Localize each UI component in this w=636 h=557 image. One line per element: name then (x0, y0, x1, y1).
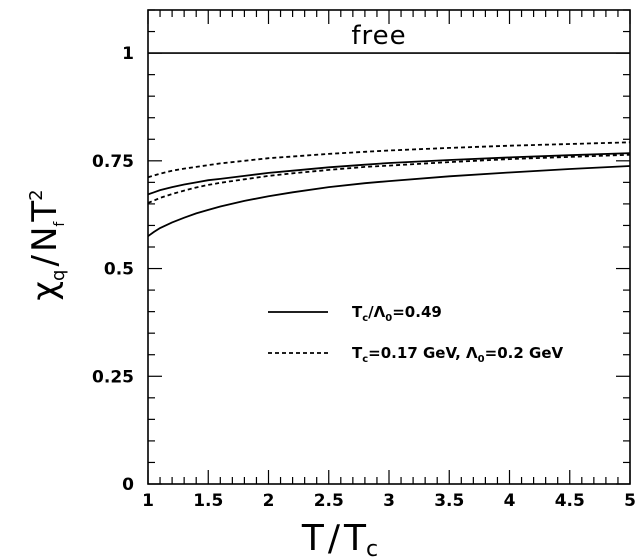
series-group (147, 141, 631, 237)
x-title-t: T (301, 518, 325, 557)
legend-solid-mid-sub: 0 (385, 313, 392, 324)
y-title-chi-sub: q (48, 270, 69, 281)
x-axis-title: T / Tc (301, 518, 378, 557)
y-tick-label: 0.25 (92, 367, 134, 387)
y-title-t-sup: 2 (26, 189, 47, 200)
x-tick-label: 2 (263, 491, 275, 511)
series-line-1-solid (147, 152, 631, 196)
y-tick-label: 0.5 (104, 260, 134, 280)
x-tick-label: 4.5 (555, 491, 585, 511)
legend-solid-rest: =0.49 (392, 303, 442, 321)
plot-frame (147, 9, 631, 485)
legend-entry-dashed: Tc=0.17 GeV, Λ0=0.2 GeV (352, 344, 563, 365)
legend-dashed-t-sub: c (362, 354, 368, 365)
svg-text:χq/NfT2: χq / NfT2 (25, 189, 69, 300)
x-title-tc: T (343, 518, 367, 557)
y-axis-title: χq / NfT2 (25, 189, 69, 300)
legend: Tc/Λ0=0.49 Tc=0.17 GeV, Λ0=0.2 GeV (268, 303, 563, 365)
svg-text:T/Tc: T / Tc (301, 518, 378, 557)
x-tick-label: 4 (504, 491, 516, 511)
y-title-chi: χ (25, 281, 65, 301)
y-title-n: N (25, 227, 65, 252)
x-tick-label: 2.5 (314, 491, 344, 511)
y-tick-label: 0.75 (92, 152, 134, 172)
legend-dashed-mid-sub: 0 (478, 354, 485, 365)
axis-ticks (147, 9, 631, 485)
x-tick-label: 1.5 (193, 491, 223, 511)
free-annotation: free (351, 21, 406, 51)
x-tick-label: 5 (624, 491, 636, 511)
tick-labels: 1 1.5 2 2.5 3 3.5 4 4.5 5 0 0.25 0.5 0.75 1 (92, 44, 636, 511)
x-tick-label: 3.5 (434, 491, 464, 511)
x-title-sep: / (328, 518, 341, 557)
x-tick-label: 1 (142, 491, 154, 511)
y-title-t: T (25, 201, 65, 223)
y-tick-label: 1 (122, 44, 134, 64)
series-line-4-dashed (147, 153, 631, 204)
y-tick-label: 0 (122, 475, 134, 495)
legend-dashed-t: T (352, 344, 363, 362)
plot-border (147, 9, 631, 485)
legend-solid-t: T (352, 303, 363, 321)
legend-entry-solid: Tc/Λ0=0.49 (352, 303, 442, 324)
y-title-n-sub: f (52, 221, 68, 227)
legend-solid-t-sub: c (362, 313, 368, 324)
x-title-tc-sub: c (366, 537, 378, 557)
legend-dashed-rest: =0.2 GeV (485, 344, 564, 362)
legend-solid-mid: /Λ (368, 303, 385, 321)
series-line-3-dashed (147, 141, 631, 179)
x-tick-label: 3 (383, 491, 395, 511)
series-line-2-solid (147, 165, 631, 237)
y-title-sep: / (25, 255, 65, 267)
legend-dashed-mid: =0.17 GeV, Λ (368, 344, 478, 362)
